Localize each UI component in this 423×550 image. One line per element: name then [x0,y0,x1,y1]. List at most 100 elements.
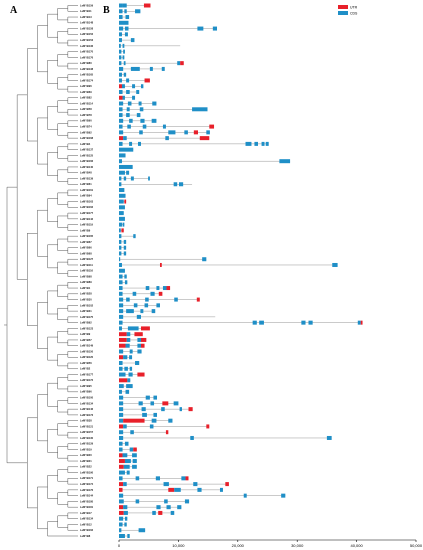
cds-block [119,32,122,37]
cds-block [123,239,127,244]
cds-block [128,372,133,377]
cds-block [140,84,144,89]
gene-track [119,337,147,342]
gene-label: LeMYB120 [80,355,94,359]
cds-block [121,84,125,89]
cds-block [119,441,123,446]
gene-label: LeMYB98 [80,274,92,278]
gene-track [119,95,136,100]
gene-track [119,297,200,302]
cds-block [119,153,126,158]
cds-block [124,26,129,31]
x-tick-label: 0 [118,543,121,548]
utr-block [119,343,126,348]
cds-block [126,170,130,175]
cds-block [119,89,123,94]
gene-label: LeMYB9 [80,228,91,232]
cds-block [119,61,122,66]
cds-block [259,320,264,325]
utr-block [123,418,145,423]
cds-block [132,459,137,464]
gene-track [119,493,286,498]
cds-block [124,441,129,446]
cds-block [126,78,130,83]
gene-track [119,199,127,204]
gene-label: LeMYB111 [80,263,93,267]
gene-track [119,372,145,377]
cds-block [166,505,171,510]
cds-block [122,222,125,227]
cds-block [151,118,157,123]
gene-label: LeMYB134 [80,401,94,405]
cds-block [119,303,124,308]
gene-track [119,378,131,383]
gene-label: LeMYB190 [80,470,94,474]
x-axis: 0 10,000 20,000 30,000 40,000 50,000 [118,539,423,548]
gene-track [119,107,208,112]
cds-block [123,61,126,66]
cds-block [119,476,123,481]
cds-block [119,216,125,221]
gene-label: LeMYB96 [80,390,92,394]
cds-block [119,49,122,54]
cds-block [140,118,145,123]
cds-block [179,407,182,412]
gene-label: LeMYB152 [80,32,94,36]
gene-track [119,205,125,210]
utr-block [140,337,147,342]
cds-block [149,66,153,71]
cds-block [119,297,124,302]
gene-track [119,441,129,446]
cds-block [124,516,128,521]
cds-block [123,251,127,256]
gene-track [119,257,207,262]
gene-track [119,193,126,198]
utr-block [180,61,184,66]
gene-label: LeMYB127 [80,257,94,261]
cds-block [130,66,140,71]
cds-block [119,78,122,83]
gene-label: LeMYB8 [80,534,91,538]
cds-block [119,124,123,129]
gene-label: LeMYB180 [80,499,94,503]
gene-label: LeMYB38 [80,419,92,423]
cds-block [119,113,123,118]
gene-track [119,78,150,83]
gene-track [119,447,137,452]
cds-block [173,182,178,187]
cds-block [119,199,124,204]
cds-block [281,493,286,498]
gene-track [119,239,127,244]
gene-track [119,274,127,279]
cds-block [151,309,156,314]
gene-track [119,164,133,169]
cds-block [126,89,130,94]
cds-block [132,453,137,458]
gene-track [119,101,157,106]
cds-block [130,430,134,435]
cds-block [119,170,125,175]
cds-block [153,395,158,400]
utr-block [165,430,169,435]
gene-label: LeMYB173 [80,413,94,417]
gene-track [119,49,125,54]
cds-block [125,343,130,348]
gene-label: LeMYB162 [80,528,94,532]
gene-track [119,459,137,464]
gene-track [119,182,193,187]
gene-track [119,453,137,458]
cds-block [119,228,121,233]
cds-block [125,15,130,20]
utr-block [124,199,127,204]
gene-label: LeMYB12 [80,522,92,526]
cds-block [184,499,190,504]
cds-block [123,482,127,487]
gene-track [119,487,223,492]
utr-block [119,459,125,464]
gene-label: LeMYB162 [80,205,94,209]
gene-label: LeMYB48 [80,171,92,175]
cds-block [124,459,131,464]
cds-block [119,55,122,60]
cds-block [219,487,223,492]
